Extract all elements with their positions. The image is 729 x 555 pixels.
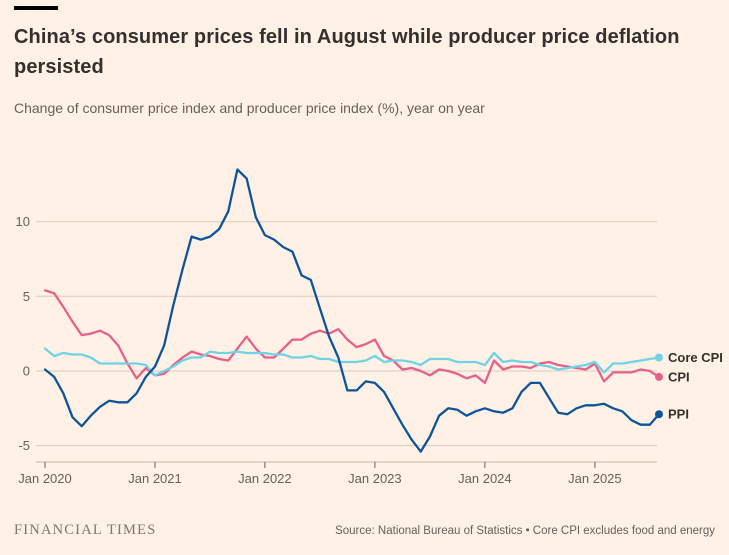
top-accent-bar (14, 6, 58, 10)
series-line-cpi (43, 289, 661, 385)
ft-logo: FINANCIAL TIMES (14, 522, 157, 538)
series-line-core-cpi (43, 347, 661, 377)
x-tick-label: Jan 2020 (18, 471, 72, 486)
x-tick-label: Jan 2021 (128, 471, 182, 486)
y-tick-label: 0 (23, 364, 30, 379)
series-end-dot-cpi (655, 372, 663, 381)
chart-subtitle: Change of consumer price index and produ… (14, 100, 485, 116)
y-tick-label: 5 (23, 289, 30, 304)
footer: FINANCIAL TIMES Source: National Bureau … (14, 522, 715, 539)
series-label-ppi: PPI (668, 407, 689, 422)
x-tick-label: Jan 2024 (458, 471, 512, 486)
series-label-core-cpi: Core CPI (668, 350, 723, 365)
y-tick-label: 10 (16, 214, 30, 229)
y-tick-label: -5 (18, 438, 30, 453)
x-tick-label: Jan 2022 (238, 471, 292, 486)
series-end-dot-core-cpi (655, 353, 663, 362)
series-label-cpi: CPI (668, 369, 690, 384)
x-tick-label: Jan 2025 (568, 471, 622, 486)
source-note: Source: National Bureau of Statistics • … (335, 525, 715, 537)
x-tick-label: Jan 2023 (348, 471, 402, 486)
series-end-dot-ppi (655, 410, 663, 419)
chart-title: China’s consumer prices fell in August w… (14, 26, 680, 78)
series-line-ppi (43, 168, 661, 453)
